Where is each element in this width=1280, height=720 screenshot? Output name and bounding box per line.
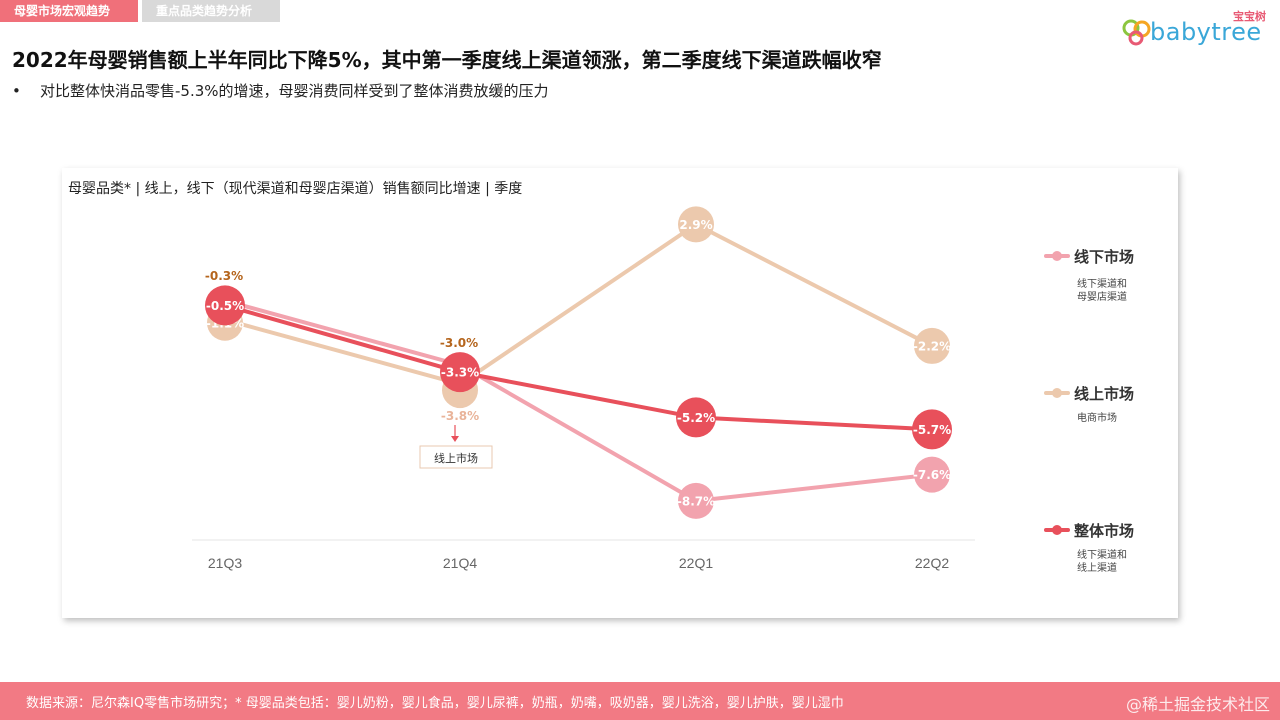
offline-point: [914, 456, 950, 493]
annotation-label: 线上市场: [434, 451, 478, 465]
x-tick-label: 21Q4: [443, 555, 477, 571]
series-line: [224, 303, 933, 432]
legend-label-total: 整体市场: [1074, 522, 1135, 540]
footer-bar: 数据来源：尼尔森IQ零售市场研究；* 母婴品类包括：婴儿奶粉，婴儿食品，婴儿尿裤…: [0, 682, 1280, 720]
bullet-text: 对比整体快消品零售-5.3%的增速，母婴消费同样受到了整体消费放缓的压力: [40, 82, 549, 100]
series-line: [224, 298, 933, 503]
chart-card: [62, 168, 1178, 618]
x-tick-label: 22Q2: [915, 555, 949, 571]
legend-label-offline: 线下市场: [1074, 248, 1135, 266]
offline-label: -0.3%: [205, 269, 243, 283]
legend-sub-online-1: 电商市场: [1077, 413, 1117, 424]
total-point: [440, 352, 480, 393]
total-label: -3.3%: [441, 366, 479, 380]
page-title: 2022年母婴销售额上半年同比下降5%，其中第一季度线上渠道领涨，第二季度线下渠…: [12, 48, 882, 72]
babytree-logo: 宝宝树 babytree: [1122, 8, 1268, 48]
total-point: [676, 397, 716, 438]
watermark: @稀土掘金技术社区: [1125, 695, 1270, 714]
legend-label-online: 线上市场: [1074, 385, 1135, 403]
total-label: -0.5%: [206, 299, 244, 313]
online-point: [914, 327, 950, 364]
x-tick-label: 22Q1: [679, 555, 713, 571]
x-tick-label: 21Q3: [208, 555, 242, 571]
online-label: -2.2%: [913, 339, 951, 353]
offline-label: -3.0%: [440, 336, 478, 350]
online-label: -3.8%: [441, 409, 479, 423]
section-tabs: 母婴市场宏观趋势 重点品类趋势分析: [0, 0, 280, 22]
offline-point: [678, 482, 714, 519]
total-label: -5.7%: [913, 423, 951, 437]
tab-category-analysis[interactable]: 重点品类趋势分析: [142, 0, 280, 22]
legend-sub-offline-2: 母婴店渠道: [1077, 292, 1127, 303]
legend-swatch-total: [1044, 525, 1070, 535]
bullet-dot-icon: •: [12, 82, 21, 100]
total-point: [912, 409, 952, 450]
logo-en-text: babytree: [1150, 18, 1262, 46]
legend-sub-total-2: 线上渠道: [1077, 563, 1117, 574]
annotation-box: [419, 445, 493, 469]
total-label: -5.2%: [677, 411, 715, 425]
legend-sub-total-1: 线下渠道和: [1077, 550, 1127, 561]
online-label: 2.9%: [679, 218, 712, 232]
legend-swatch-online: [1044, 388, 1070, 398]
total-point: [205, 285, 245, 326]
legend-sub-offline-1: 线下渠道和: [1077, 279, 1127, 290]
tab-market-trend[interactable]: 母婴市场宏观趋势: [0, 0, 138, 22]
logo-cn-text: 宝宝树: [1233, 10, 1266, 23]
bullet-point: • 对比整体快消品零售-5.3%的增速，母婴消费同样受到了整体消费放缓的压力: [12, 80, 549, 101]
annotation-arrow-head: [451, 436, 459, 442]
online-point: [678, 206, 714, 243]
offline-label: -8.7%: [677, 494, 715, 508]
balloon-icon: [1122, 19, 1151, 46]
chart-title: 母婴品类* | 线上，线下（现代渠道和母婴店渠道）销售额同比增速 | 季度: [68, 181, 523, 197]
offline-label: -7.6%: [913, 468, 951, 482]
legend-swatch-offline: [1044, 251, 1070, 261]
data-source-note: 数据来源：尼尔森IQ零售市场研究；* 母婴品类包括：婴儿奶粉，婴儿食品，婴儿尿裤…: [26, 696, 844, 711]
series-line: [224, 222, 933, 387]
